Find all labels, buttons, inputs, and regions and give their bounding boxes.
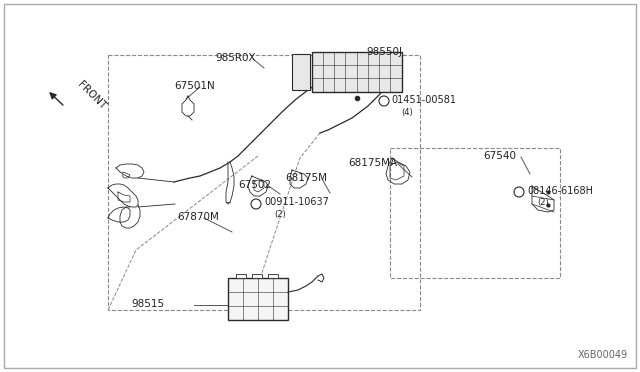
Text: (2): (2) xyxy=(537,199,548,208)
Bar xyxy=(268,274,278,278)
Text: 985R0X: 985R0X xyxy=(215,53,255,63)
Text: 08146-6168H: 08146-6168H xyxy=(527,186,593,196)
Text: 67870M: 67870M xyxy=(177,212,219,222)
Text: 68175MA: 68175MA xyxy=(348,158,397,168)
Bar xyxy=(390,148,560,278)
Text: 68175M: 68175M xyxy=(285,173,327,183)
Text: X6B00049: X6B00049 xyxy=(578,350,628,360)
Bar xyxy=(236,274,246,278)
Bar xyxy=(312,52,402,92)
Text: FRONT: FRONT xyxy=(76,79,108,111)
Text: 98515: 98515 xyxy=(132,299,165,309)
Bar xyxy=(252,274,262,278)
Text: 98550J: 98550J xyxy=(366,47,402,57)
Text: (4): (4) xyxy=(401,108,413,116)
Text: 67501N: 67501N xyxy=(174,81,215,91)
Text: 00911-10637: 00911-10637 xyxy=(264,197,329,207)
Bar xyxy=(292,54,310,90)
Text: 01451-00581: 01451-00581 xyxy=(391,95,456,105)
Text: 67540: 67540 xyxy=(483,151,516,161)
Bar xyxy=(228,278,288,320)
Text: (2): (2) xyxy=(274,209,285,218)
Bar xyxy=(108,55,420,310)
Text: 67502: 67502 xyxy=(238,180,271,190)
